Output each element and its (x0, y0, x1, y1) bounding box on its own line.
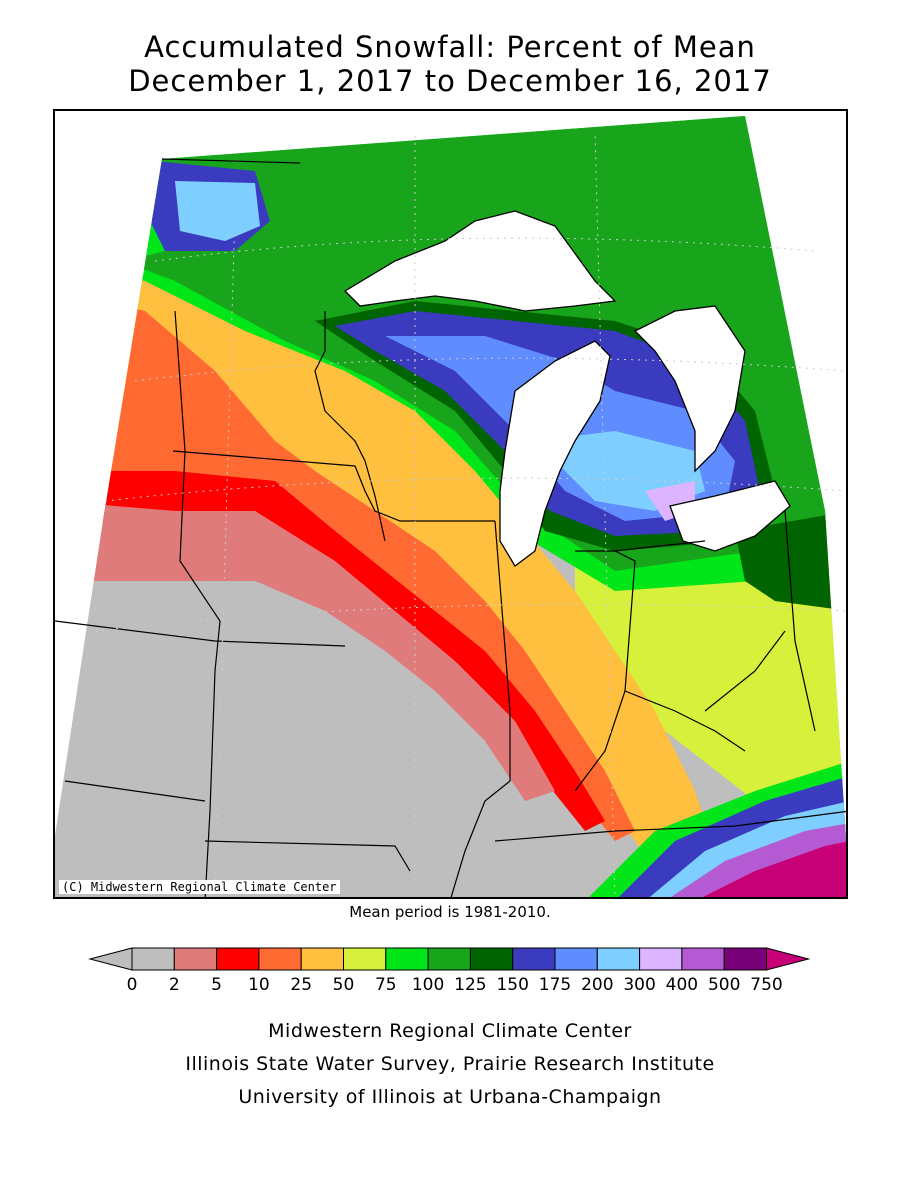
legend-swatch (300, 947, 345, 971)
legend-tick-label: 150 (496, 975, 528, 995)
legend-swatch (723, 947, 768, 971)
legend-swatch (596, 947, 641, 971)
legend-tick-label: 100 (412, 975, 444, 995)
legend-tick-label: 5 (211, 975, 222, 995)
legend-swatch (258, 947, 302, 971)
legend-tick-label: 200 (581, 975, 613, 995)
footer-university: University of Illinois at Urbana-Champai… (238, 1086, 662, 1108)
graticule (94, 130, 846, 897)
legend-tick-label: 2 (169, 975, 180, 995)
legend-swatch (173, 947, 218, 971)
legend-tick-label: 300 (623, 975, 655, 995)
color-legend: 0 2 5 10 25 50 75 100 125 150 175 200 300 400 500 750 (88, 947, 811, 995)
legend-tick-label: 750 (750, 975, 782, 995)
legend-swatch (427, 947, 471, 971)
legend-swatch (639, 947, 683, 971)
legend-arrow-high (766, 947, 811, 971)
legend-tick-label: 175 (539, 975, 571, 995)
legend-swatch (554, 947, 598, 971)
snowfall-map-canvas (55, 116, 846, 897)
legend-swatch (343, 947, 387, 971)
snowfall-map: (C) Midwestern Regional Climate Center (53, 109, 848, 899)
legend-tick-label: 400 (666, 975, 698, 995)
legend-swatch (681, 947, 725, 971)
legend-swatch (216, 947, 260, 971)
legend-arrow-low (88, 947, 133, 971)
footer-org: Midwestern Regional Climate Center (268, 1020, 632, 1042)
legend-tick-label: 25 (290, 975, 312, 995)
legend-tick-label: 75 (375, 975, 397, 995)
legend-swatch (385, 947, 429, 971)
legend-swatch (131, 947, 175, 971)
great-lakes (343, 210, 791, 567)
map-title: Accumulated Snowfall: Percent of Mean (144, 30, 756, 64)
state-boundaries (55, 158, 846, 897)
copyright-label: (C) Midwestern Regional Climate Center (59, 880, 340, 894)
map-date-range: December 1, 2017 to December 16, 2017 (128, 64, 772, 98)
legend-swatch (512, 947, 556, 971)
legend-tick-label: 500 (708, 975, 740, 995)
legend-tick-label: 0 (127, 975, 138, 995)
snowfall-field (55, 116, 846, 897)
legend-tick-label: 125 (454, 975, 486, 995)
mean-period-note: Mean period is 1981-2010. (349, 903, 551, 921)
legend-swatch (469, 947, 514, 971)
footer-survey: Illinois State Water Survey, Prairie Res… (185, 1053, 715, 1075)
legend-tick-label: 50 (333, 975, 355, 995)
legend-tick-label: 10 (248, 975, 270, 995)
